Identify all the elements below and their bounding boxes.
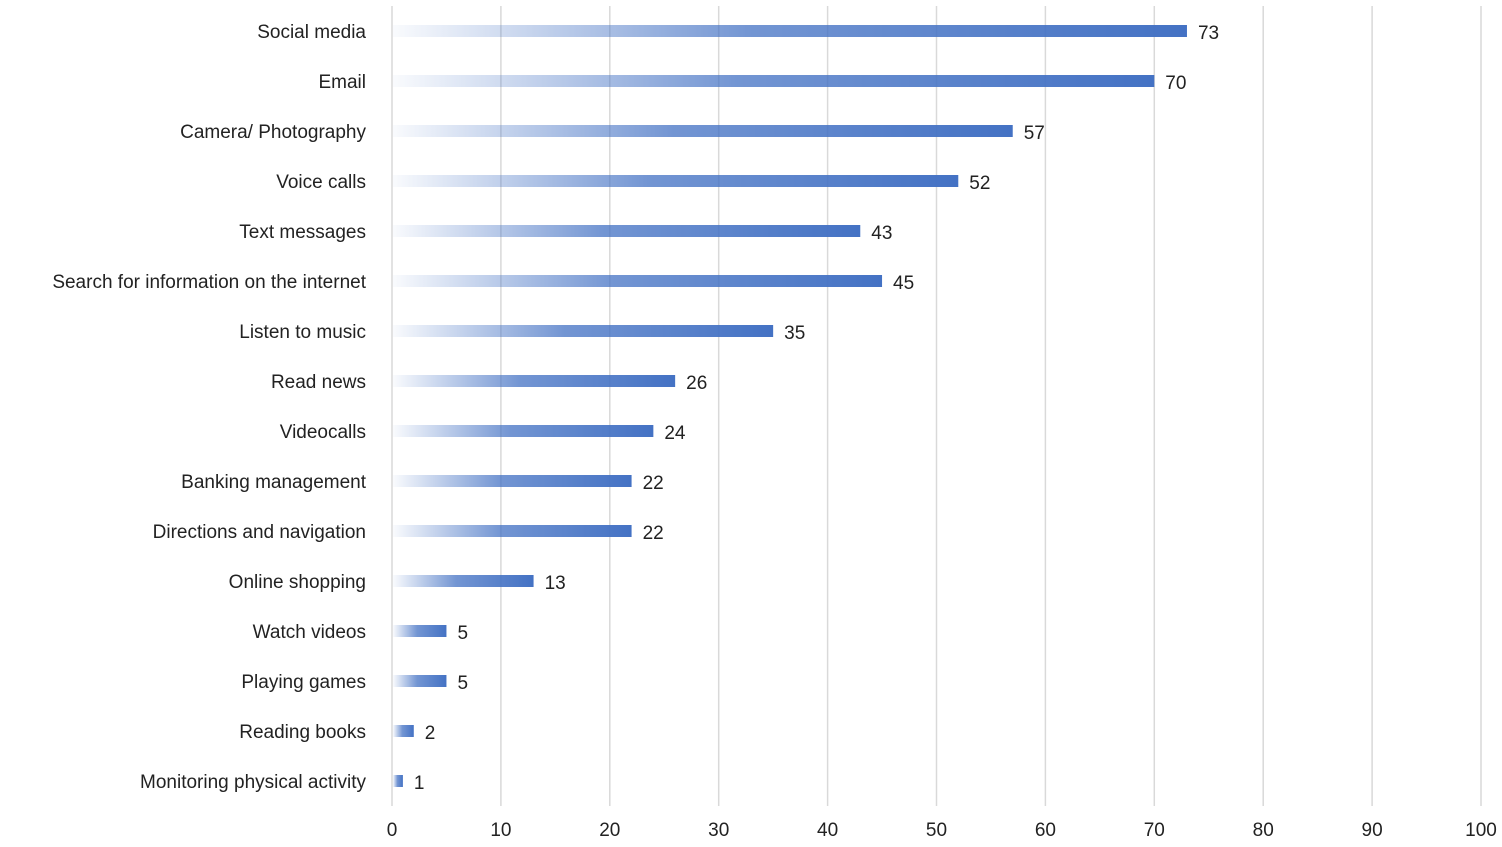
x-tick-label: 60	[1035, 820, 1056, 841]
data-label: 73	[1198, 23, 1219, 44]
bar	[393, 675, 447, 687]
bar	[393, 75, 1155, 87]
bar	[393, 225, 861, 237]
category-label: Online shopping	[229, 572, 366, 593]
bar	[393, 525, 632, 537]
bar	[393, 475, 632, 487]
x-tick-label: 80	[1253, 820, 1274, 841]
data-label: 13	[545, 573, 566, 594]
category-labels: Social media Email Camera/ Photography Voic…	[52, 22, 366, 793]
x-tick-label: 70	[1144, 820, 1165, 841]
category-label: Camera/ Photography	[180, 122, 366, 143]
data-label: 43	[871, 223, 892, 244]
category-label: Email	[318, 72, 366, 93]
category-label: Reading books	[239, 722, 366, 743]
category-label: Text messages	[239, 222, 366, 243]
category-label: Social media	[257, 22, 366, 43]
x-tick-label: 100	[1465, 820, 1497, 841]
x-tick-label: 30	[708, 820, 729, 841]
data-label: 22	[643, 523, 664, 544]
bar	[393, 725, 414, 737]
category-label: Search for information on the internet	[52, 272, 366, 293]
x-tick-label: 0	[387, 820, 398, 841]
data-label: 70	[1165, 73, 1186, 94]
category-label: Read news	[271, 372, 366, 393]
data-label: 24	[664, 423, 686, 444]
category-label: Videocalls	[280, 422, 366, 443]
data-label: 57	[1024, 123, 1045, 144]
data-label: 5	[457, 623, 468, 644]
data-label: 52	[969, 173, 990, 194]
bar	[393, 375, 676, 387]
gridlines	[391, 6, 1482, 806]
data-label: 22	[643, 473, 664, 494]
bar	[393, 325, 774, 337]
category-label: Monitoring physical activity	[140, 772, 366, 793]
category-label: Voice calls	[276, 172, 366, 193]
bar	[393, 775, 403, 787]
x-tick-label: 40	[817, 820, 838, 841]
x-tick-label: 10	[490, 820, 511, 841]
bar	[393, 625, 447, 637]
bar	[393, 575, 534, 587]
bar	[393, 275, 883, 287]
data-label: 45	[893, 273, 914, 294]
data-label: 1	[414, 773, 425, 794]
category-label: Directions and navigation	[153, 522, 366, 543]
data-label: 26	[686, 373, 707, 394]
bar	[393, 175, 959, 187]
bar	[393, 25, 1187, 37]
x-tick-label: 90	[1362, 820, 1383, 841]
x-tick-label: 50	[926, 820, 947, 841]
x-axis-ticks: 0 10 20 30 40 50 60 70 80 90 100	[387, 820, 1497, 841]
bar	[393, 425, 654, 437]
x-tick-label: 20	[599, 820, 620, 841]
bar	[393, 125, 1013, 137]
category-label: Watch videos	[253, 622, 366, 643]
category-label: Listen to music	[239, 322, 366, 343]
data-label: 2	[425, 723, 436, 744]
data-label: 35	[784, 323, 805, 344]
data-label: 5	[457, 673, 468, 694]
category-label: Banking management	[181, 472, 367, 493]
category-label: Playing games	[241, 672, 366, 693]
bars	[393, 25, 1187, 787]
